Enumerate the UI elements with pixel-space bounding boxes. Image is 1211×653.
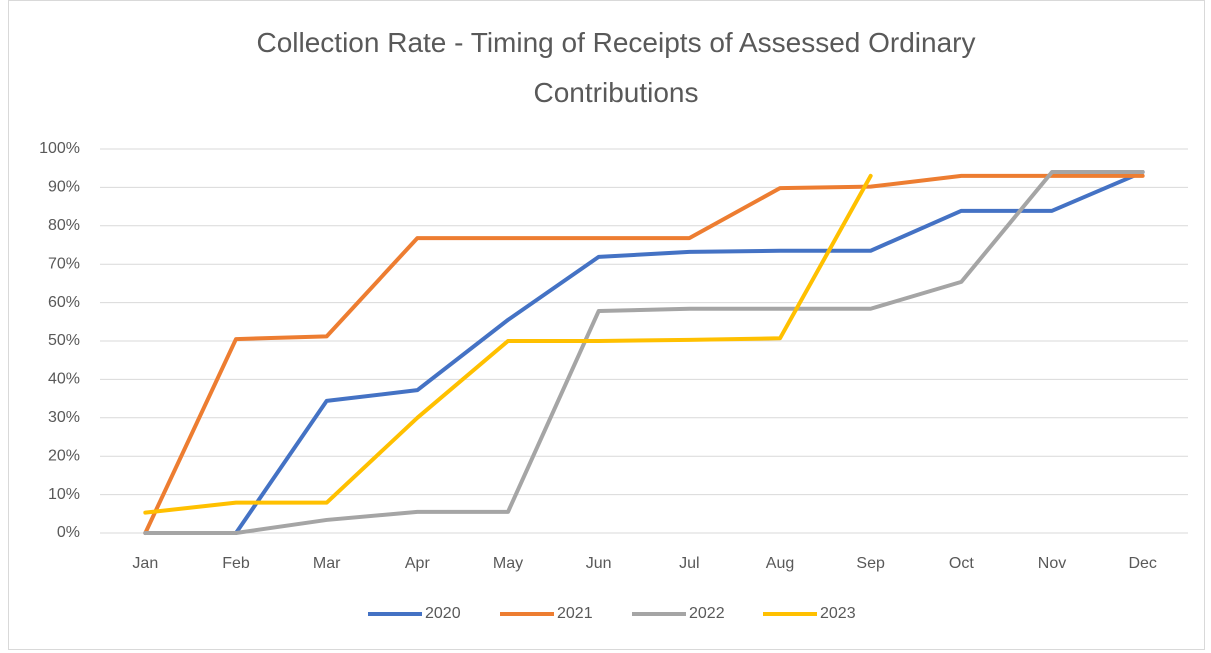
y-tick-label: 60% — [48, 294, 80, 311]
x-tick-label: Nov — [1038, 555, 1066, 572]
y-tick-label: 100% — [39, 140, 80, 157]
y-tick-label: 20% — [48, 447, 80, 464]
y-tick-label: 70% — [48, 255, 80, 272]
x-tick-label: Dec — [1128, 555, 1156, 572]
y-tick-label: 40% — [48, 371, 80, 388]
legend-label: 2022 — [689, 605, 725, 622]
legend-label: 2023 — [820, 605, 856, 622]
x-tick-label: Feb — [222, 555, 250, 572]
chart-border — [8, 0, 1205, 650]
series-line — [143, 173, 873, 515]
y-tick-label: 80% — [48, 217, 80, 234]
x-tick-label: Jan — [132, 555, 158, 572]
y-tick-label: 10% — [48, 486, 80, 503]
chart-title: Collection Rate - Timing of Receipts of … — [256, 27, 976, 108]
x-tick-label: Apr — [405, 555, 431, 572]
legend-label: 2020 — [425, 605, 461, 622]
series-line — [143, 173, 1145, 535]
legend-label: 2021 — [557, 605, 593, 622]
x-tick-label: Oct — [949, 555, 974, 572]
series-line — [143, 170, 1145, 535]
x-tick-label: Mar — [313, 555, 341, 572]
x-tick-label: Jul — [679, 555, 699, 572]
x-tick-label: Jun — [586, 555, 612, 572]
x-tick-label: Sep — [856, 555, 885, 572]
y-tick-label: 90% — [48, 179, 80, 196]
x-tick-label: May — [493, 555, 523, 572]
x-tick-label: Aug — [766, 555, 794, 572]
y-tick-label: 30% — [48, 409, 80, 426]
y-tick-label: 50% — [48, 332, 80, 349]
y-tick-label: 0% — [57, 524, 80, 541]
series-line — [143, 170, 1145, 535]
